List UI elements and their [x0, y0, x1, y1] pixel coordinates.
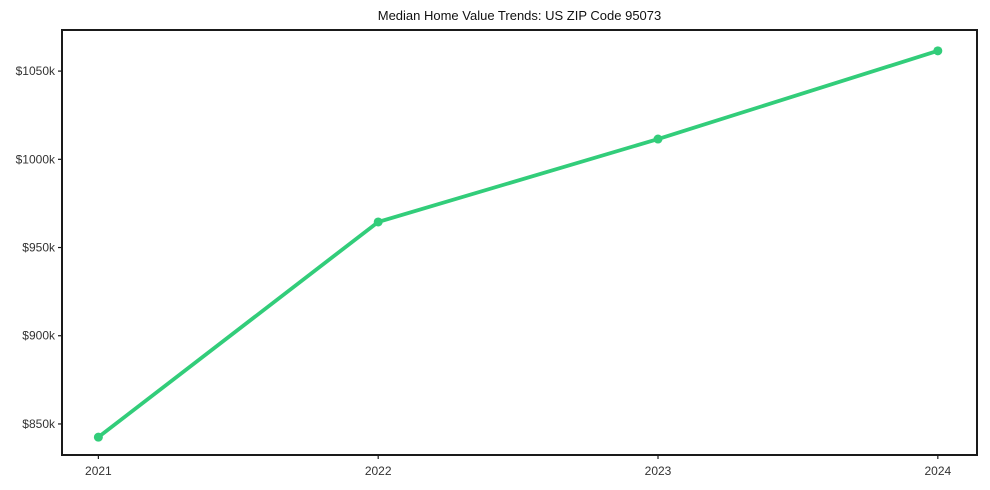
chart-title: Median Home Value Trends: US ZIP Code 95… — [377, 8, 662, 23]
x-tick-label: 2022 — [365, 464, 392, 478]
data-point-2023 — [653, 134, 663, 144]
x-tick-label: 2023 — [645, 464, 672, 478]
y-tick-label: $1000k — [16, 152, 56, 166]
y-tick-label: $850k — [22, 417, 56, 431]
data-point-2021 — [93, 432, 103, 442]
y-tick-label: $1050k — [16, 64, 56, 78]
y-tick-label: $950k — [22, 241, 56, 255]
data-point-2022 — [373, 217, 383, 227]
data-point-2024 — [933, 46, 943, 56]
x-tick-label: 2024 — [924, 464, 951, 478]
trend-line — [96, 48, 940, 440]
y-tick-label: $900k — [22, 329, 56, 343]
plot-border — [61, 29, 978, 456]
x-tick-label: 2021 — [85, 464, 112, 478]
